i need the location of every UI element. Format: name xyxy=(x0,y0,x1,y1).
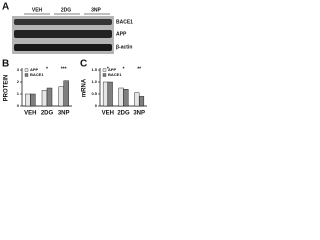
x-tick-label: VEH xyxy=(24,111,36,117)
y-tick-label: 1.0 xyxy=(91,79,97,84)
lane-label: 2DG xyxy=(61,7,71,13)
annotation: ** xyxy=(137,66,141,72)
y-tick-label: 3 xyxy=(17,67,20,72)
bar xyxy=(134,92,140,107)
legend-swatch xyxy=(102,73,107,77)
annotation: * xyxy=(46,66,48,72)
page: {"blot": {"label": "A", "lanes": ["VEH",… xyxy=(0,0,320,119)
lane-label: VEH xyxy=(32,7,43,13)
band-label: β-actin xyxy=(116,44,132,50)
legend-label: BACE1 xyxy=(30,72,44,77)
y-tick-label: 0 xyxy=(17,103,20,108)
bar xyxy=(46,87,53,107)
bar xyxy=(25,93,31,107)
bar xyxy=(102,81,109,107)
bar xyxy=(123,88,129,107)
y-tick-label: 0.5 xyxy=(91,91,97,96)
x-tick-label: 2DG xyxy=(41,111,54,117)
annotation: * xyxy=(123,66,125,72)
annotation: * xyxy=(107,66,109,72)
band-label: BACE1 xyxy=(116,19,133,25)
x-tick-label: 3NP xyxy=(58,111,70,117)
figure: A VEH 2DG 3NP BACE1 APP β-actin B PROTEIN… xyxy=(2,2,147,117)
bar xyxy=(41,90,48,107)
legend-label: BACE1 xyxy=(108,72,122,77)
x-tick-label: VEH xyxy=(102,111,114,117)
legend-swatch xyxy=(24,68,29,72)
bar xyxy=(107,81,113,107)
panel-label: B xyxy=(2,59,9,70)
bar xyxy=(58,86,64,107)
bar xyxy=(138,96,145,107)
y-tick-label: 2 xyxy=(17,79,20,84)
annotation: *** xyxy=(61,66,67,72)
y-tick-label: 1.5 xyxy=(91,67,97,72)
lane-label: 3NP xyxy=(91,7,101,13)
bar xyxy=(63,80,69,107)
band-label: APP xyxy=(116,31,127,37)
bar xyxy=(118,87,124,107)
y-axis-title: PROTEIN xyxy=(4,75,10,102)
y-axis-title: mRNA xyxy=(82,78,88,97)
y-tick-label: 1 xyxy=(17,91,20,96)
legend-swatch xyxy=(24,73,29,77)
blot-bands xyxy=(14,19,112,51)
legend-swatch xyxy=(102,68,107,72)
legend-label: APP xyxy=(108,67,117,72)
bar xyxy=(30,93,36,107)
x-tick-label: 3NP xyxy=(133,111,145,117)
panel-label: A xyxy=(2,2,9,13)
panel-label: C xyxy=(80,59,87,70)
x-tick-label: 2DG xyxy=(117,111,130,117)
legend-label: APP xyxy=(30,67,39,72)
y-tick-label: 0 xyxy=(95,103,98,108)
